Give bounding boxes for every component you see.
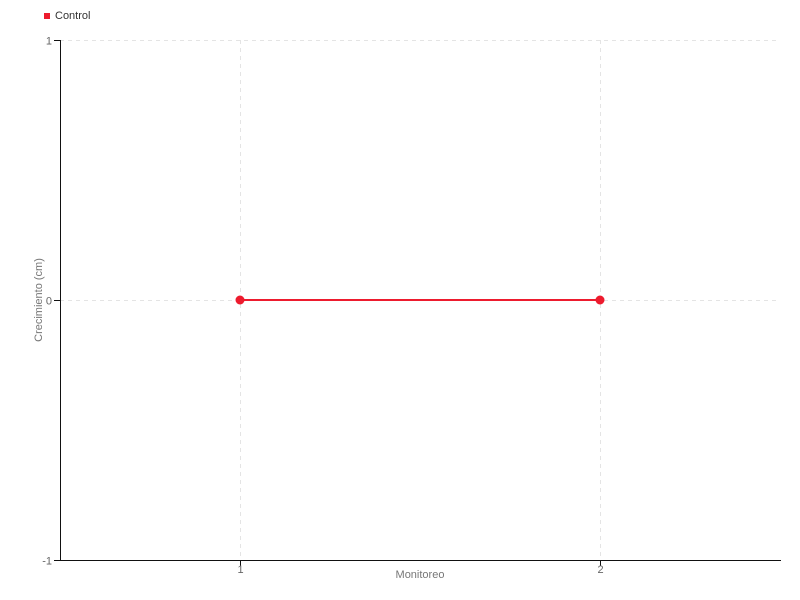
data-point[interactable]	[595, 295, 605, 305]
legend-item-control[interactable]: Control	[44, 10, 90, 22]
legend-swatch-icon	[44, 13, 50, 19]
x-tick-label: 2	[597, 564, 603, 576]
y-tick-label: 0	[46, 296, 52, 308]
y-tick-label: -1	[42, 556, 52, 568]
legend-label: Control	[55, 10, 91, 22]
x-tick-label: 1	[237, 564, 243, 576]
data-point[interactable]	[235, 295, 245, 305]
x-axis-title: Monitoreo	[395, 569, 445, 581]
y-axis-title: Crecimiento (cm)	[33, 258, 45, 342]
y-tick-label: 1	[46, 36, 52, 48]
